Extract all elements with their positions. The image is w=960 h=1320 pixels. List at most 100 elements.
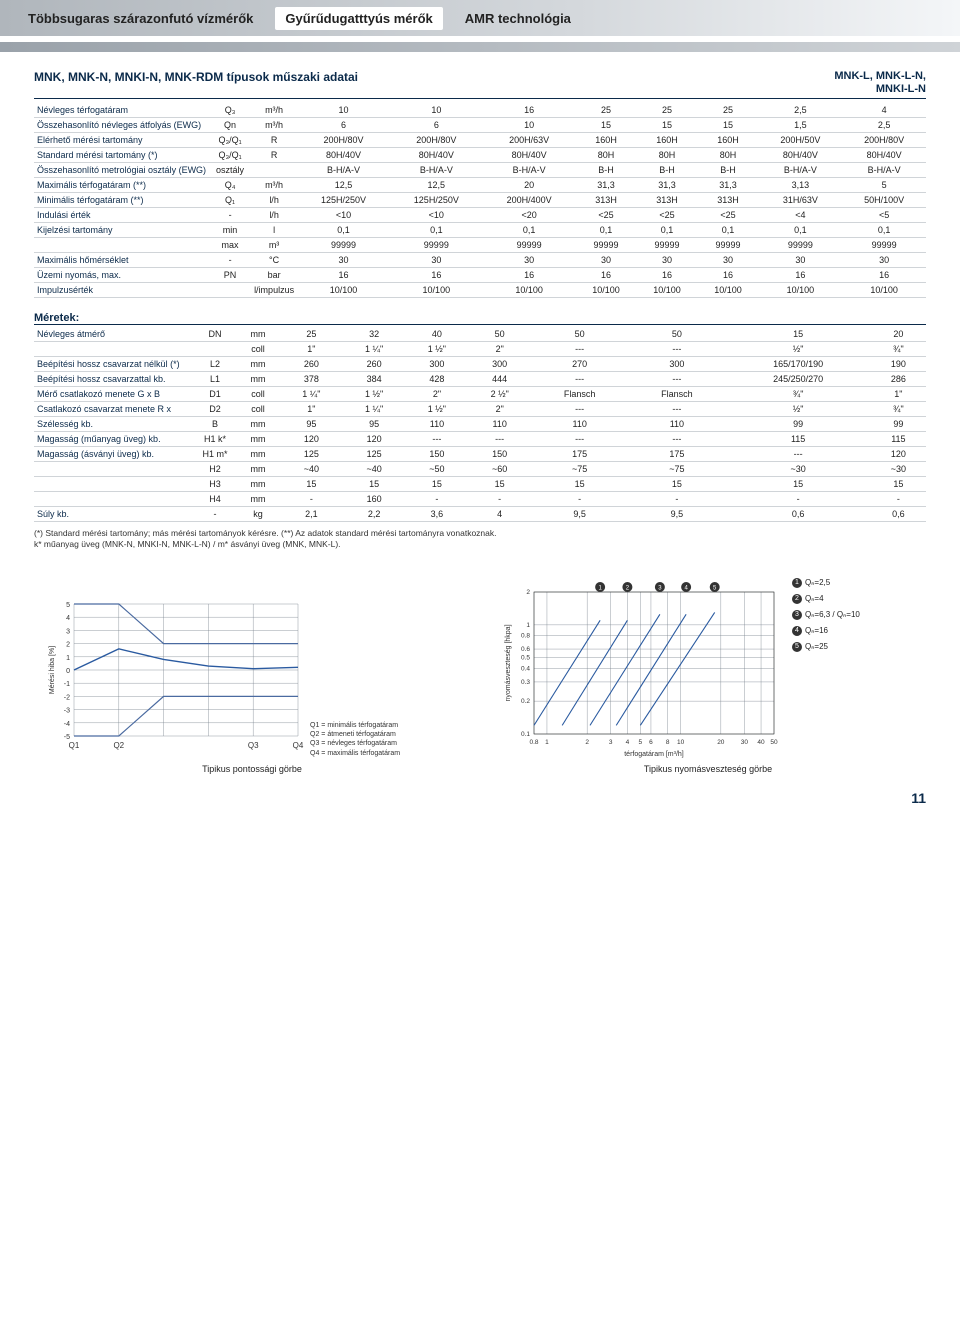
row-value: 1" <box>280 342 343 357</box>
table-row: Magasság (ásványi üveg) kb.H1 m*mm125125… <box>34 447 926 462</box>
row-label: Magasság (ásványi üveg) kb. <box>34 447 194 462</box>
table-row: Súly kb.-kg2,12,23,649,59,50,60,6 <box>34 507 926 522</box>
row-value: 99999 <box>390 238 483 253</box>
row-value: --- <box>628 402 725 417</box>
row-value: 260 <box>343 357 406 372</box>
row-value: 0,1 <box>483 223 576 238</box>
legend-q4: Q4 = maximális térfogatáram <box>310 749 400 758</box>
row-value: 99999 <box>297 238 390 253</box>
row-label: Névleges átmérő <box>34 327 194 342</box>
row-unit: m³/h <box>251 178 297 193</box>
row-value: 25 <box>280 327 343 342</box>
svg-text:1: 1 <box>545 739 549 746</box>
row-value: 15 <box>343 477 406 492</box>
row-value: 30 <box>698 253 759 268</box>
row-value: 300 <box>468 357 531 372</box>
row-value: 200H/80V <box>297 133 390 148</box>
row-value: 95 <box>280 417 343 432</box>
row-value: Flansch <box>628 387 725 402</box>
row-value: 428 <box>406 372 469 387</box>
row-value: ~40 <box>280 462 343 477</box>
row-value: 50 <box>531 327 628 342</box>
svg-text:2: 2 <box>66 641 70 648</box>
svg-text:30: 30 <box>741 739 749 746</box>
svg-text:-4: -4 <box>64 720 70 727</box>
row-symbol: osztály <box>209 163 251 178</box>
row-value: 300 <box>628 357 725 372</box>
row-value: 260 <box>280 357 343 372</box>
row-value: 2,2 <box>343 507 406 522</box>
row-value: 150 <box>468 447 531 462</box>
row-symbol: PN <box>209 268 251 283</box>
row-value: 313H <box>698 193 759 208</box>
row-value: 300 <box>406 357 469 372</box>
row-value: 125H/250V <box>390 193 483 208</box>
accuracy-chart-svg: -5-4-3-2-1012345Q1Q2Q3Q4Mérési hiba [%] <box>44 598 304 758</box>
row-value: 0,1 <box>698 223 759 238</box>
table-row: Maximális hőmérséklet-°C3030303030303030 <box>34 253 926 268</box>
row-value: 32 <box>343 327 406 342</box>
svg-text:0.8: 0.8 <box>529 739 538 746</box>
row-value: 200H/80V <box>842 133 926 148</box>
row-value: 15 <box>468 477 531 492</box>
row-value: 2" <box>406 387 469 402</box>
row-value: 99999 <box>842 238 926 253</box>
row-symbol: Q₃/Q₁ <box>209 148 251 163</box>
row-value: 50 <box>628 327 725 342</box>
row-value: 0,1 <box>842 223 926 238</box>
row-value: 40 <box>406 327 469 342</box>
row-value: B-H/A-V <box>483 163 576 178</box>
svg-text:Mérési hiba [%]: Mérési hiba [%] <box>49 645 56 693</box>
row-label: Súly kb. <box>34 507 194 522</box>
row-value: 1,5 <box>759 118 843 133</box>
row-value: 3,13 <box>759 178 843 193</box>
row-symbol: H4 <box>194 492 236 507</box>
row-value: 30 <box>759 253 843 268</box>
row-value: 80H/40V <box>390 148 483 163</box>
row-symbol: DN <box>194 327 236 342</box>
row-value: B-H <box>637 163 698 178</box>
svg-text:3: 3 <box>609 739 613 746</box>
row-value: 25 <box>637 103 698 118</box>
legend-qn-2: Qₙ=4 <box>792 594 860 604</box>
row-unit: bar <box>251 268 297 283</box>
legend-q2: Q2 = átmeneti térfogatáram <box>310 730 400 739</box>
charts-row: -5-4-3-2-1012345Q1Q2Q3Q4Mérési hiba [%] … <box>34 578 926 758</box>
row-symbol: Q₄ <box>209 178 251 193</box>
row-value: 10/100 <box>637 283 698 298</box>
row-label <box>34 492 194 507</box>
table-row: Beépítési hossz csavarzattal kb.L1mm3783… <box>34 372 926 387</box>
row-value: 4 <box>842 103 926 118</box>
row-value: B-H <box>576 163 637 178</box>
svg-text:-1: -1 <box>64 681 70 688</box>
row-value: B-H/A-V <box>759 163 843 178</box>
row-value: 30 <box>390 253 483 268</box>
table-row: Elérhető mérési tartományQ₃/Q₁R200H/80V2… <box>34 133 926 148</box>
row-value: 270 <box>531 357 628 372</box>
table-row: Kijelzési tartományminl0,10,10,10,10,10,… <box>34 223 926 238</box>
spec-table: Névleges térfogatáramQ₃m³/h1010162525252… <box>34 103 926 298</box>
row-value: 30 <box>842 253 926 268</box>
row-value: ¾" <box>871 402 926 417</box>
row-value: 31H/63V <box>759 193 843 208</box>
svg-text:4: 4 <box>66 615 70 622</box>
table-title-right: MNK-L, MNK-L-N, MNKI-L-N <box>834 70 926 96</box>
row-unit: l/impulzus <box>251 283 297 298</box>
table-row: Csatlakozó csavarzat menete R xD2coll1"1… <box>34 402 926 417</box>
row-value: - <box>406 492 469 507</box>
row-value: 1" <box>280 402 343 417</box>
row-value: 20 <box>483 178 576 193</box>
row-label: Beépítési hossz csavarzattal kb. <box>34 372 194 387</box>
row-value: 31,3 <box>576 178 637 193</box>
table-row: Standard mérési tartomány (*)Q₃/Q₁R80H/4… <box>34 148 926 163</box>
row-value: 120 <box>280 432 343 447</box>
svg-text:50: 50 <box>770 739 778 746</box>
row-value: 99 <box>871 417 926 432</box>
row-value: 1 ¼" <box>343 342 406 357</box>
row-label: Mérő csatlakozó menete G x B <box>34 387 194 402</box>
row-unit: m³/h <box>251 118 297 133</box>
row-value: 444 <box>468 372 531 387</box>
table-row: Minimális térfogatáram (**)Q₁l/h125H/250… <box>34 193 926 208</box>
row-value: 0,1 <box>390 223 483 238</box>
row-value: 125 <box>343 447 406 462</box>
